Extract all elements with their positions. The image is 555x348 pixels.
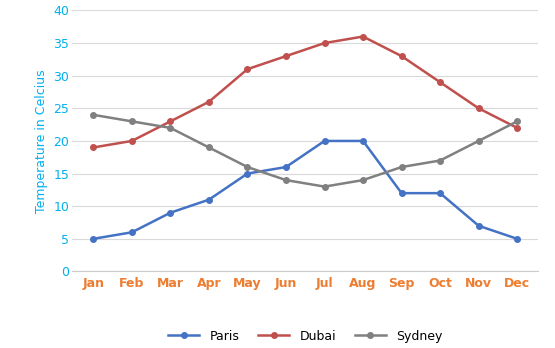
Dubai: [321, 41, 328, 45]
Dubai: [475, 106, 482, 110]
Sydney: [90, 113, 97, 117]
Dubai: [244, 67, 251, 71]
Dubai: [514, 126, 521, 130]
Sydney: [360, 178, 366, 182]
Paris: [167, 211, 174, 215]
Legend: Paris, Dubai, Sydney: Paris, Dubai, Sydney: [163, 325, 447, 348]
Paris: [90, 237, 97, 241]
Paris: [360, 139, 366, 143]
Sydney: [129, 119, 135, 124]
Dubai: [437, 80, 443, 84]
Line: Sydney: Sydney: [90, 112, 520, 189]
Sydney: [167, 126, 174, 130]
Dubai: [129, 139, 135, 143]
Paris: [321, 139, 328, 143]
Sydney: [398, 165, 405, 169]
Paris: [437, 191, 443, 195]
Dubai: [167, 119, 174, 124]
Sydney: [437, 158, 443, 163]
Sydney: [475, 139, 482, 143]
Line: Dubai: Dubai: [90, 34, 520, 150]
Paris: [398, 191, 405, 195]
Dubai: [90, 145, 97, 150]
Paris: [282, 165, 289, 169]
Sydney: [514, 119, 521, 124]
Paris: [244, 172, 251, 176]
Paris: [514, 237, 521, 241]
Paris: [205, 198, 212, 202]
Dubai: [360, 34, 366, 39]
Y-axis label: Temperature in Celcius: Temperature in Celcius: [35, 69, 48, 213]
Dubai: [398, 54, 405, 58]
Line: Paris: Paris: [90, 138, 520, 242]
Sydney: [205, 145, 212, 150]
Paris: [475, 224, 482, 228]
Sydney: [321, 184, 328, 189]
Sydney: [282, 178, 289, 182]
Dubai: [282, 54, 289, 58]
Dubai: [205, 100, 212, 104]
Sydney: [244, 165, 251, 169]
Paris: [129, 230, 135, 235]
